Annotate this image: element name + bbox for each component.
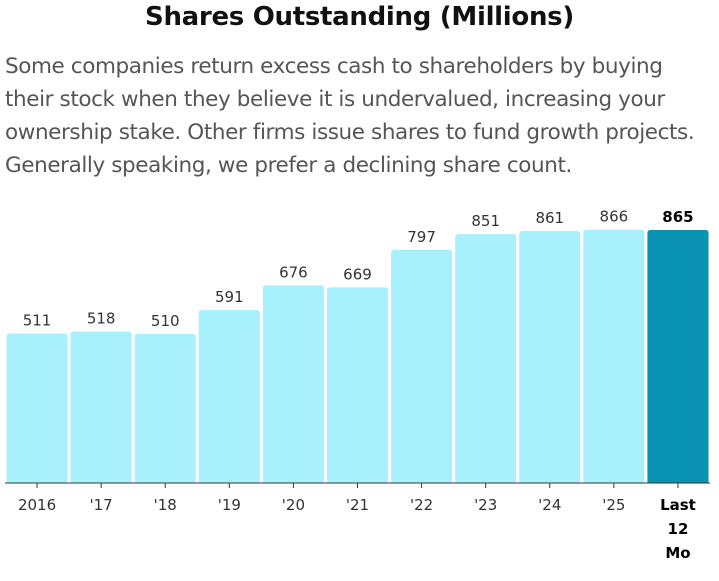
x-tick-label-11-line-2: 12 — [668, 520, 689, 538]
value-label-1: 511 — [23, 312, 52, 330]
bar-4 — [198, 310, 260, 483]
value-label-8: 851 — [471, 212, 500, 230]
value-label-11: 865 — [662, 208, 693, 226]
bar-5 — [262, 285, 324, 483]
bar-11 — [647, 230, 709, 483]
x-tick-label-1: 2016 — [18, 496, 56, 514]
bar-6 — [326, 287, 389, 483]
value-label-3: 510 — [151, 312, 180, 330]
x-tick-label-2: '17 — [90, 496, 113, 514]
x-tick-label-9: '24 — [538, 496, 561, 514]
value-label-10: 866 — [600, 208, 629, 226]
bar-2 — [70, 331, 132, 483]
bar-1 — [6, 333, 68, 483]
value-label-6: 669 — [343, 265, 372, 283]
x-tick-label-8: '23 — [474, 496, 497, 514]
bar-9 — [519, 231, 581, 483]
bar-7 — [391, 249, 453, 483]
x-tick-label-10: '25 — [602, 496, 625, 514]
x-tick-label-4: '19 — [218, 496, 241, 514]
chart-description: Some companies return excess cash to sha… — [5, 54, 695, 178]
x-tick-label-5: '20 — [282, 496, 305, 514]
x-tick-label-11-line-3: Mo — [665, 544, 690, 562]
bar-8 — [455, 234, 517, 483]
x-tick-label-7: '22 — [410, 496, 433, 514]
value-label-5: 676 — [279, 263, 308, 281]
bar-3 — [134, 333, 196, 483]
chart-title: Shares Outstanding (Millions) — [145, 2, 574, 32]
x-tick-label-11-line-1: Last — [660, 496, 696, 514]
value-label-9: 861 — [535, 209, 564, 227]
value-label-2: 518 — [87, 309, 116, 327]
value-label-4: 591 — [215, 288, 244, 306]
x-tick-label-6: '21 — [346, 496, 369, 514]
bar-10 — [583, 229, 645, 483]
x-tick-label-3: '18 — [154, 496, 177, 514]
value-label-7: 797 — [407, 228, 436, 246]
